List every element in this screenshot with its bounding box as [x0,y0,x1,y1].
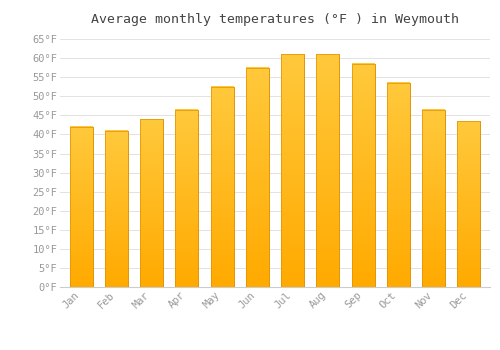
Bar [210,87,234,287]
Bar [316,54,340,287]
Title: Average monthly temperatures (°F ) in Weymouth: Average monthly temperatures (°F ) in We… [91,13,459,26]
Bar [458,121,480,287]
Bar [352,64,374,287]
Bar [210,87,234,287]
Bar [281,54,304,287]
Bar [246,68,269,287]
Bar [105,131,128,287]
Bar [458,121,480,287]
Bar [422,110,445,287]
Bar [387,83,410,287]
Bar [387,83,410,287]
Bar [281,54,304,287]
Bar [140,119,163,287]
Bar [176,110,199,287]
Bar [105,131,128,287]
Bar [422,110,445,287]
Bar [70,127,92,287]
Bar [140,119,163,287]
Bar [352,64,374,287]
Bar [70,127,92,287]
Bar [176,110,199,287]
Bar [316,54,340,287]
Bar [246,68,269,287]
